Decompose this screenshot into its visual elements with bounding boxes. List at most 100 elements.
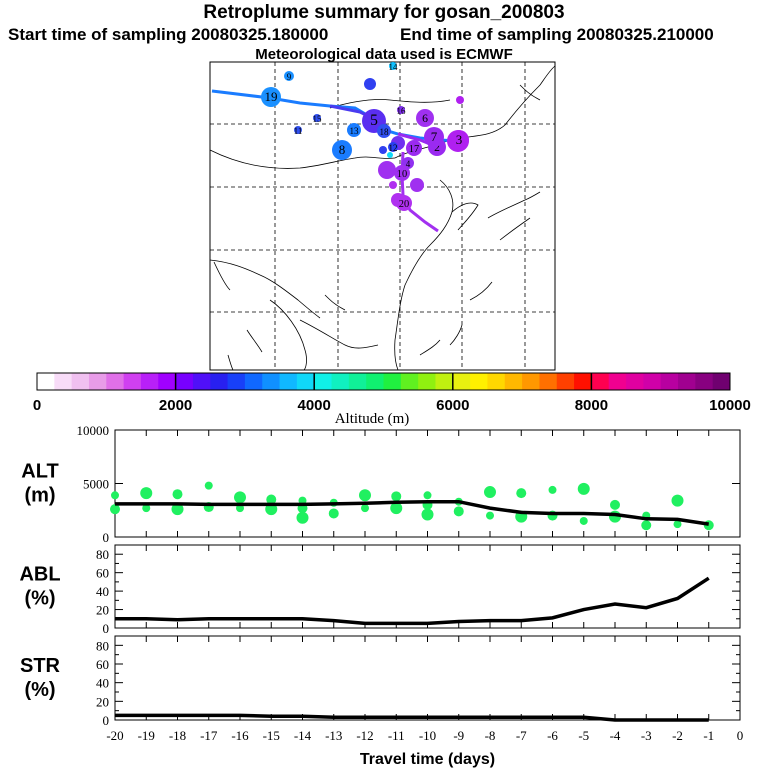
x-tick-label: -4 [610,728,621,743]
y-tick-label: 0 [103,621,110,636]
colorbar-swatch [348,373,367,390]
colorbar-swatch [452,373,471,390]
scatter-point [421,508,434,521]
scatter-point [110,504,120,515]
colorbar-swatch [366,373,384,390]
colorbar-swatch [591,373,610,390]
cluster-label: 19 [265,89,278,104]
y-tick-label: 20 [96,694,109,709]
scatter-point [142,504,151,513]
end-time: End time of sampling 20080325.210000 [400,25,714,44]
cluster-dot [378,161,396,179]
scatter-point [140,487,153,500]
panel-ylabel: ABL [19,564,60,586]
colorbar-swatch [678,373,696,390]
panel-ylabel: ALT [21,461,58,483]
x-tick-label: -7 [516,728,527,743]
scatter-point [579,516,588,525]
x-tick-label: -1 [703,728,714,743]
colorbar-swatch [435,373,454,390]
colorbar-swatch [539,373,558,390]
cluster-dot [456,96,464,104]
x-tick-label: -10 [419,728,436,743]
scatter-point [641,520,652,531]
cluster-label: 14 [389,62,399,72]
cluster-label: 6 [422,112,428,125]
x-tick-label: -3 [641,728,652,743]
colorbar-swatch [227,373,246,390]
cluster-label: 15 [313,114,323,124]
cluster-label: 5 [370,112,378,129]
scatter-point [390,502,403,515]
x-tick-label: -12 [356,728,373,743]
colorbar-swatch [643,373,662,390]
series-line [115,499,710,526]
cluster-circle [406,140,422,156]
x-axis-label: Travel time (days) [360,751,495,768]
y-tick-label: 40 [96,584,109,599]
x-tick-label: -19 [138,728,155,743]
cluster-circle [377,124,391,138]
cluster-dot [387,152,393,158]
x-tick-label: -17 [200,728,218,743]
colorbar-tick-label: 4000 [298,397,331,414]
scatter-point [577,482,590,495]
colorbar-swatch [244,373,263,390]
y-tick-label: 0 [103,713,110,728]
cluster-label: 11 [294,126,303,136]
colorbar-swatch [71,373,90,390]
panel-frame [114,544,741,629]
y-tick-label: 80 [96,547,109,562]
x-tick-label: -5 [578,728,589,743]
cluster-circle [294,126,302,134]
cluster-label: 2 [434,141,440,154]
cluster-circle [347,123,361,137]
panel-frame [114,635,741,721]
panel-ylabel: STR [20,655,61,677]
colorbar-swatch [418,373,436,390]
cluster-label: 18 [379,127,389,137]
cluster-dot [379,146,387,154]
colorbar-swatch [123,373,142,390]
colorbar-swatch [712,373,731,390]
cluster-circle [284,71,294,81]
scatter-point [516,488,527,499]
x-tick-label: -11 [388,728,405,743]
colorbar-swatch [331,373,350,390]
cluster-circle [394,165,410,181]
scatter-point [111,491,119,500]
x-tick-label: -20 [106,728,123,743]
scatter-point [265,503,278,516]
cluster-label: 17 [409,144,419,155]
cluster-label: 13 [349,126,359,136]
colorbar-swatch [192,373,211,390]
colorbar-swatch [106,373,125,390]
series-line [115,713,709,722]
colorbar-swatch [37,373,55,390]
x-tick-label: -14 [294,728,312,743]
colorbar-tick-label: 8000 [575,397,608,414]
scatter-point [423,491,432,500]
scatter-point [328,508,339,519]
scatter-point [359,489,371,502]
met-data-note: Meteorological data used is ECMWF [255,46,513,63]
colorbar-swatch [487,373,506,390]
scatter-point [548,485,557,494]
cluster-circle [332,140,352,160]
cluster-label: 7 [431,129,438,144]
scatter-point [171,503,184,516]
panel-alt: 10000 5000 0 ALT(m) [21,423,741,545]
scatter-point [266,494,277,505]
colorbar-swatch [175,373,194,390]
scatter-point [172,489,183,500]
series-line [115,576,710,626]
y-tick-label: 80 [96,638,109,653]
time-series-panels: 1000050000ALT(m)806040200ABL(%)806040200… [19,423,743,768]
y-tick-label: 5000 [83,477,109,492]
start-time: Start time of sampling 20080325.180000 [8,25,329,44]
panel-ylabel: (%) [24,679,55,701]
cluster-markers: 1234567891011121314151617181920 [261,62,469,211]
y-tick-label: 40 [96,676,109,691]
cluster-label: 10 [397,169,407,180]
panel-abl: 80 60 40 20 0 ABL(%) [19,544,741,636]
